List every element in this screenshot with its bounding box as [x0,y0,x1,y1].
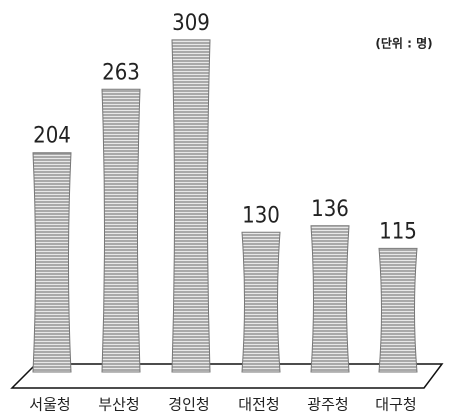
bar [171,39,211,373]
bar [378,247,418,373]
value-label: 204 [33,124,71,149]
bar [101,88,141,373]
category-label: 서울청 [29,396,70,414]
value-label: 309 [172,11,210,36]
category-label: 대전청 [238,396,279,414]
value-label: 136 [311,197,349,222]
unit-label: (단위 : 명) [375,36,432,51]
bar [310,225,350,373]
value-label: 115 [379,219,417,244]
value-label: 130 [242,203,280,228]
category-label: 경인청 [168,396,209,414]
value-label: 263 [102,60,140,85]
bar [241,231,281,373]
category-label: 광주청 [307,396,348,414]
base-platform [10,363,444,389]
category-label: 대구청 [375,396,416,414]
bar [32,152,72,373]
category-label: 부산청 [98,396,139,414]
